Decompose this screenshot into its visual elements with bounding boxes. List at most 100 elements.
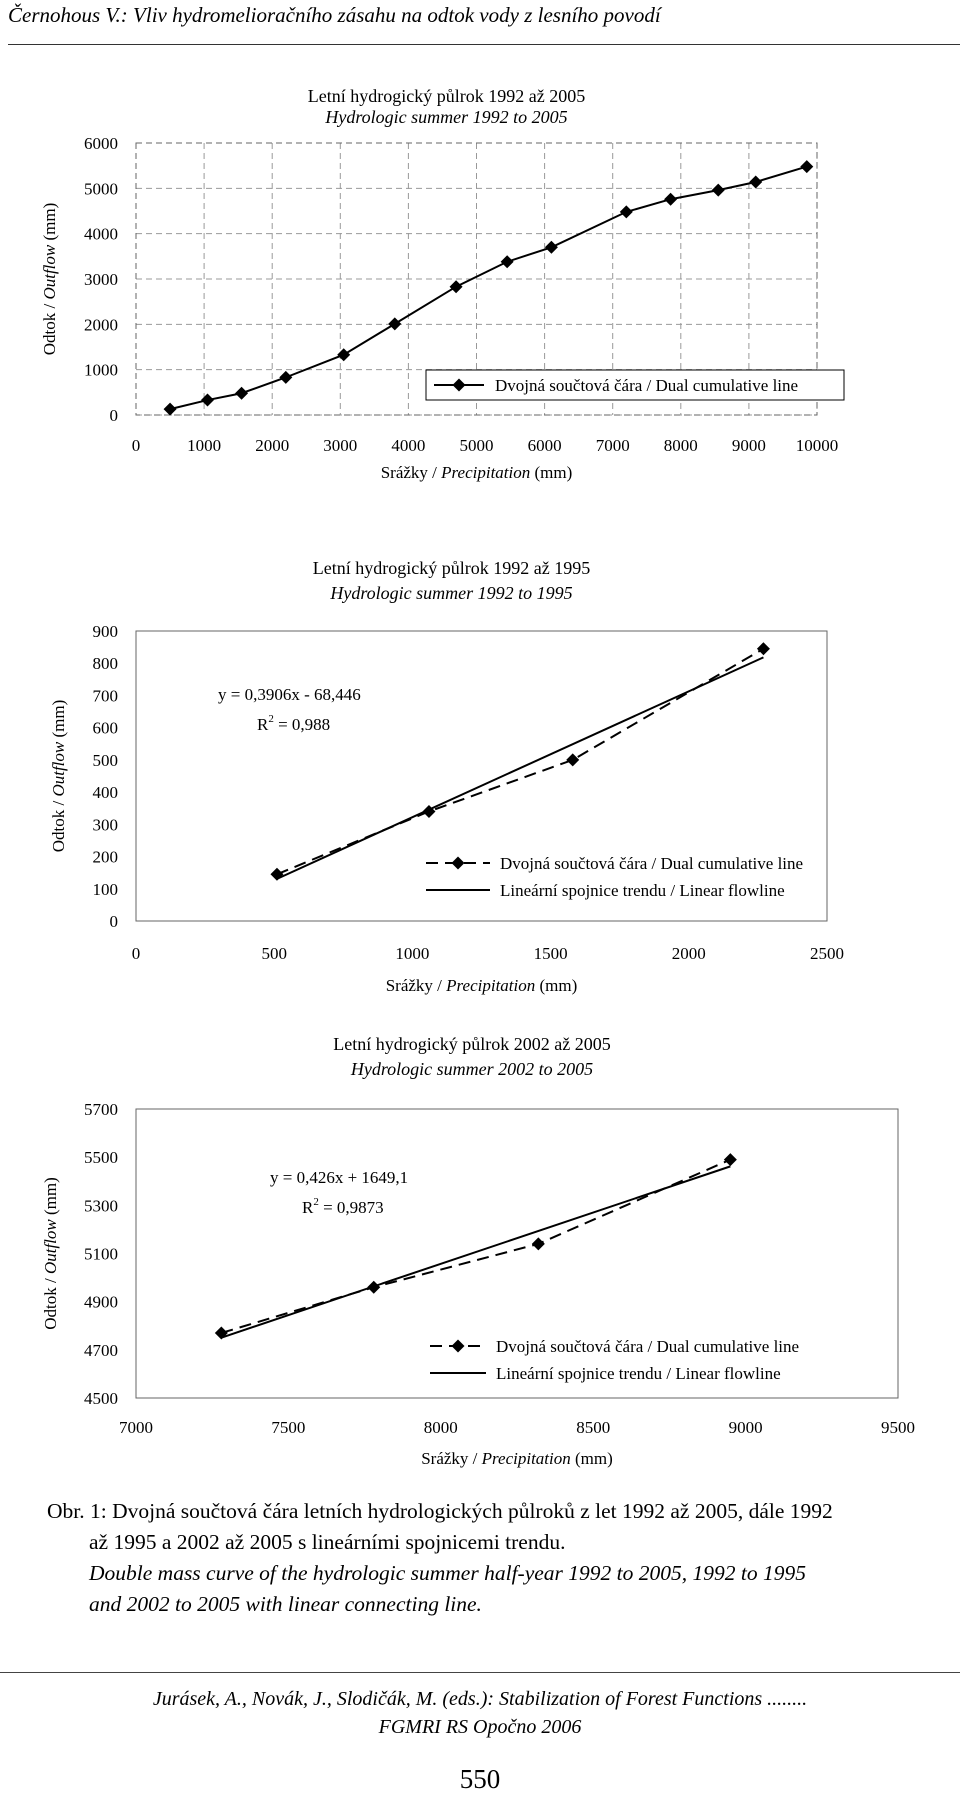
series-line [221,1158,731,1334]
trend-equation: y = 0,426x + 1649,1 [270,1168,408,1187]
y-tick-label: 0 [110,912,119,931]
r-squared: R2 = 0,9873 [302,1196,384,1217]
legend-label: Dvojná součtová čára / Dual cumulative l… [495,376,798,395]
data-point [800,160,814,174]
caption-en-line1: Double mass curve of the hydrologic summ… [89,1561,806,1585]
x-tick-label: 0 [132,436,141,455]
x-axis-label: Srážky / Precipitation (mm) [386,976,578,995]
plot-frame [135,142,818,416]
data-point [163,402,177,416]
data-point [711,183,725,197]
y-axis-label: Odtok / Outflow (mm) [40,203,59,356]
x-tick-label: 3000 [323,436,357,455]
data-point [531,1237,545,1251]
x-tick-label: 7000 [596,436,630,455]
plot-frame [135,630,828,922]
caption-cz-line2: až 1995 a 2002 až 2005 s lineárními spoj… [89,1530,566,1554]
trend-line [221,1165,731,1339]
legend-label: Lineární spojnice trendu / Linear flowli… [500,881,785,900]
y-tick-label: 700 [93,686,119,705]
x-axis-label: Srážky / Precipitation (mm) [381,463,573,482]
x-tick-label: 7500 [271,1418,305,1437]
y-tick-label: 300 [93,815,119,834]
figure-caption: Obr. 1: Dvojná součtová čára letních hyd… [47,1496,952,1620]
y-tick-label: 800 [93,654,119,673]
legend-label: Dvojná součtová čára / Dual cumulative l… [496,1337,799,1356]
legend-box [425,369,845,401]
data-point [337,348,351,362]
y-tick-label: 200 [93,848,119,867]
data-point [664,192,678,206]
y-tick-label: 100 [93,880,119,899]
data-point [749,175,763,189]
y-tick-label: 600 [93,719,119,738]
x-tick-label: 1500 [534,944,568,963]
caption-label: Obr. 1: [47,1499,107,1523]
data-point [201,393,215,407]
running-header: Černohous V.: Vliv hydromelioračního zás… [8,3,661,27]
data-point [279,370,293,384]
y-tick-label: 5100 [84,1245,118,1264]
legend-marker [452,378,466,392]
x-tick-label: 8000 [424,1418,458,1437]
data-point [756,642,770,656]
x-tick-label: 1000 [187,436,221,455]
x-tick-label: 2000 [255,436,289,455]
legend-marker [451,1339,465,1353]
chart-subtitle: Hydrologic summer 1992 to 2005 [324,107,567,127]
x-tick-label: 2500 [810,944,844,963]
footer-rule [0,1672,960,1673]
chart-title: Letní hydrogický půlrok 2002 až 2005 [333,1034,610,1054]
x-tick-label: 500 [261,944,287,963]
series-line [276,647,764,876]
legend-label: Lineární spojnice trendu / Linear flowli… [496,1364,781,1383]
x-tick-label: 1000 [395,944,429,963]
y-tick-label: 500 [93,751,119,770]
r-squared: R2 = 0,988 [257,713,330,734]
y-tick-label: 400 [93,783,119,802]
x-tick-label: 8500 [576,1418,610,1437]
x-tick-label: 7000 [119,1418,153,1437]
x-tick-label: 2000 [672,944,706,963]
footer-citation: Jurásek, A., Novák, J., Slodičák, M. (ed… [152,1688,808,1710]
y-tick-label: 5700 [84,1100,118,1119]
y-tick-label: 4500 [84,1389,118,1408]
chart-1992-2005: Letní hydrogický půlrok 1992 až 2005Hydr… [40,86,845,482]
data-point [235,386,249,400]
y-tick-label: 1000 [84,361,118,380]
y-tick-label: 2000 [84,315,118,334]
data-point [619,205,633,219]
data-point [449,280,463,294]
x-tick-label: 6000 [528,436,562,455]
caption-cz-line1: Dvojná součtová čára letních hydrologick… [106,1499,833,1523]
y-axis-label: Odtok / Outflow (mm) [49,700,68,853]
x-tick-label: 9000 [729,1418,763,1437]
chart-title: Letní hydrogický půlrok 1992 až 1995 [313,558,590,578]
chart-subtitle: Hydrologic summer 1992 to 1995 [329,583,572,603]
y-tick-label: 5300 [84,1196,118,1215]
y-tick-label: 5000 [84,179,118,198]
chart-2002-2005: Letní hydrogický půlrok 2002 až 2005 Hydr… [41,1034,915,1468]
y-tick-label: 3000 [84,270,118,289]
caption-en-line2: and 2002 to 2005 with linear connecting … [89,1592,482,1616]
data-point [566,753,580,767]
footer-institution: FGMRI RS Opočno 2006 [378,1716,582,1738]
x-tick-label: 0 [132,944,141,963]
data-point [388,317,402,331]
trend-equation: y = 0,3906x - 68,446 [218,685,361,704]
page-number: 550 [459,1764,501,1794]
y-tick-label: 4900 [84,1293,118,1312]
x-tick-label: 9000 [732,436,766,455]
y-tick-label: 900 [93,622,119,641]
data-point [723,1153,737,1167]
header-rule [8,44,960,45]
data-point [544,240,558,254]
legend-marker [451,856,465,870]
legend-label: Dvojná součtová čára / Dual cumulative l… [500,854,803,873]
x-axis-label: Srážky / Precipitation (mm) [421,1449,613,1468]
series-line [169,165,808,411]
x-tick-label: 10000 [796,436,839,455]
y-tick-label: 0 [110,406,119,425]
y-axis-label: Odtok / Outflow (mm) [41,1177,60,1330]
chart-title: Letní hydrogický půlrok 1992 až 2005 [308,86,585,106]
